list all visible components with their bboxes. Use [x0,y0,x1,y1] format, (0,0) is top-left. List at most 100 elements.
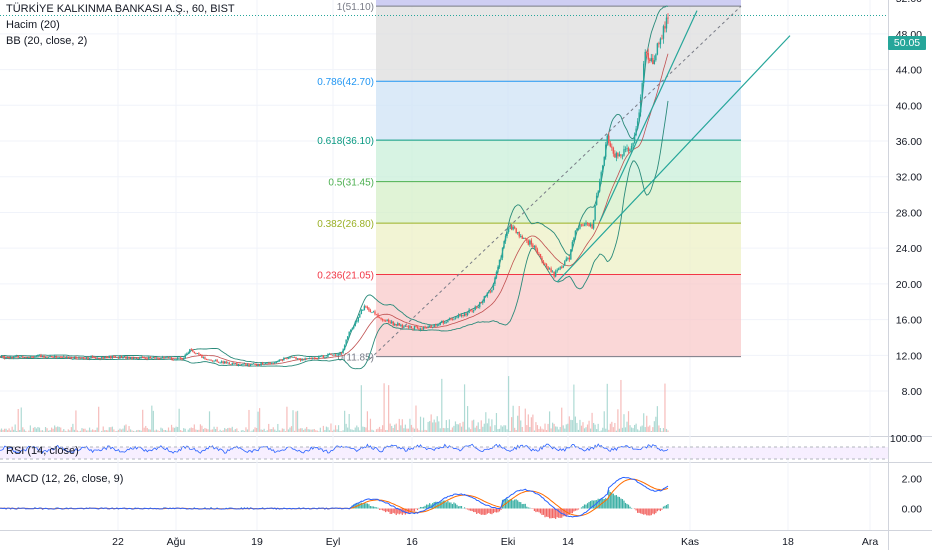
candle-body [296,358,299,360]
volume-bar [340,431,343,432]
volume-bar [57,426,59,432]
price-axis-label: 24.00 [896,243,922,255]
volume-bar [630,427,633,432]
candle-body [627,148,630,152]
volume-bar [190,427,192,432]
volume-bar [3,428,6,432]
candle-body [453,318,455,320]
candle-body [418,328,420,330]
candle-body [378,317,381,319]
candle-body [196,353,199,354]
volume-bar [300,428,302,432]
volume-bar [438,421,440,432]
volume-bar [172,427,174,432]
volume-bar [577,429,580,432]
candle-body [570,249,572,260]
macd-histogram-bar [491,508,493,515]
candle-body [339,352,341,355]
volume-bar [146,427,148,432]
volume-bar [318,431,320,432]
candle-body [356,321,358,323]
price-axis-label: 20.00 [896,279,922,291]
candle-body [199,354,202,356]
candle-body [56,357,59,359]
candle-body [500,257,502,260]
candle-body [189,349,191,353]
macd-histogram-bar [526,506,528,509]
volume-bar [334,425,337,432]
volume-bar [149,429,151,432]
candle-body [401,324,404,328]
candle-body [656,43,659,55]
rsi-label[interactable]: RSI (14, close) [6,445,79,457]
volume-bar [13,429,15,432]
candle-body [394,324,396,326]
candle-body [3,357,6,359]
macd-histogram-bar [552,508,554,519]
volume-bar [101,430,103,432]
macd-axis-label: 2.00 [902,474,923,486]
fibonacci-retracement[interactable]: 0(11.85) 0.236(21.05) 0.382(26.80) 0.5(31.4… [317,0,741,364]
volume-bar [281,428,283,432]
volume-bar [538,428,540,432]
candle-body [105,356,107,358]
candle-body [374,311,376,315]
volume-bar [222,430,224,432]
candle-body [93,357,95,358]
candle-body [494,277,496,284]
macd-label[interactable]: MACD (12, 26, close, 9) [6,473,124,485]
candle-body [88,357,91,360]
macd-histogram-bar [385,508,387,513]
candle-body [69,357,71,359]
candle-body [592,219,595,229]
macd-histogram-bar [647,508,649,516]
macd-histogram-bar [422,506,425,509]
candle-body [225,361,227,364]
candle-body [126,356,129,359]
volume-bar [454,421,457,432]
candle-body [615,152,618,158]
volume-bar [251,430,253,432]
volume-bar [401,419,403,432]
candle-body [78,357,80,359]
macd-histogram-bar [483,508,485,515]
volume-bar [640,426,642,432]
trend-lines[interactable] [0,5,888,360]
candle-body [588,223,590,227]
volume-bar [237,431,239,432]
candle-body [551,271,554,273]
bollinger-indicator-label[interactable]: BB (20, close, 2) [6,35,88,47]
volume-bar [283,428,285,432]
candle-body [145,358,147,360]
volume-bar [620,379,622,432]
macd-histogram-bar [457,506,460,509]
candle-body [529,240,531,245]
candle-body [58,356,60,358]
volume-bar [19,430,21,432]
volume-bar [419,416,422,432]
candle-body [428,325,431,327]
candle-body [503,241,505,248]
macd-histogram-bar [378,508,381,510]
volume-bar [274,429,276,432]
volume-bar [662,428,665,432]
macd-histogram-bar [620,498,622,509]
candle-body [371,312,373,314]
volume-bar [541,428,543,432]
candle-body [583,224,586,226]
volume-bar [667,430,669,432]
volume-bar [66,431,68,432]
volume-bar [236,428,238,432]
macd-histogram-bar [412,508,414,511]
volume-bar [178,408,180,432]
volume-indicator-label[interactable]: Hacim (20) [6,19,60,31]
volume-bar [351,429,353,432]
volume-bar [73,429,75,432]
macd-histogram-bar [596,500,598,509]
candle-body [445,322,448,324]
candle-body [438,324,440,326]
candle-body [325,356,328,358]
volume-bar [163,430,165,432]
fib-level-label: 0.618(36.10) [317,136,374,147]
macd-histogram-bar [471,508,473,512]
